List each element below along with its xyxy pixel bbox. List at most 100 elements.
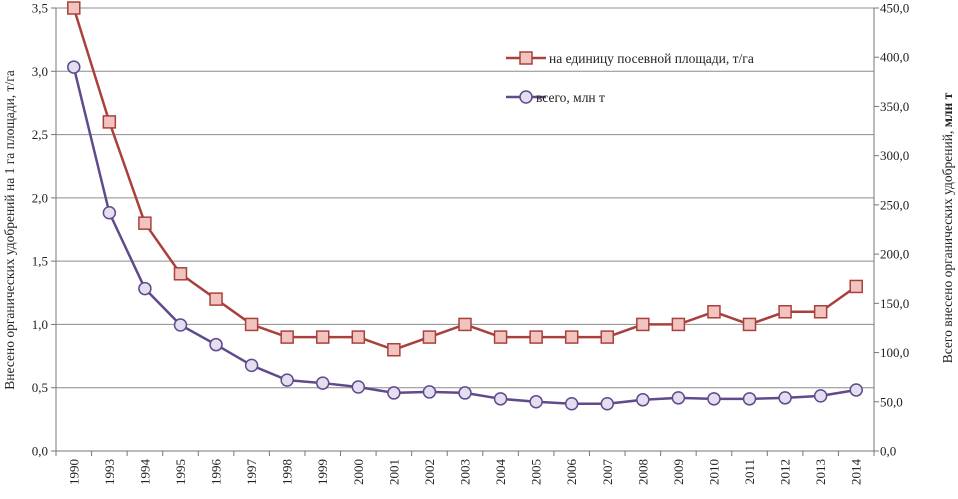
left-tick-label: 3,5 [32, 1, 48, 16]
left-tick-label: 0,0 [32, 444, 48, 459]
x-axis-ticks: 1990 1993 1994 1995 1996 1997 1998 1999 2000 2001… [55, 451, 875, 486]
x-tick-label: 1997 [244, 459, 259, 486]
data-point-circle [564, 396, 579, 411]
legend-marker-circle [519, 90, 533, 104]
right-axis-title-prefix: Всего внесено органических удобрений, [940, 127, 955, 363]
left-tick-label: 1,0 [32, 317, 48, 332]
x-tick-label: 2011 [742, 459, 757, 485]
data-point-circle [849, 383, 863, 397]
data-point-square [422, 330, 437, 344]
data-point-circle [102, 206, 117, 220]
data-point-circle [244, 358, 259, 373]
data-point-circle [280, 373, 294, 387]
data-point-square [67, 1, 81, 15]
data-point-square [529, 330, 543, 344]
data-point-square [138, 216, 152, 230]
left-axis-ticks: 0,0 0,5 1,0 1,5 2,0 2,5 3,0 3,5 [32, 1, 56, 459]
legend: на единицу посевной площади, т/га всего,… [506, 51, 754, 105]
right-tick-label: 300,0 [880, 148, 909, 163]
data-point-square [351, 330, 366, 344]
data-point-square [671, 317, 686, 332]
data-point-square [849, 279, 863, 294]
data-point-square [636, 317, 650, 332]
x-tick-label: 2012 [778, 459, 793, 485]
left-tick-label: 2,5 [32, 127, 48, 142]
data-point-circle [600, 396, 615, 411]
data-point-square [493, 330, 508, 344]
x-tick-label: 2014 [849, 459, 864, 486]
right-axis-title: Всего внесено органических удобрений, мл… [940, 92, 955, 363]
left-tick-label: 3,0 [32, 64, 48, 79]
legend-label-per-hectare: на единицу посевной площади, т/га [549, 51, 754, 66]
x-tick-label: 2006 [564, 459, 579, 486]
axes [55, 8, 875, 452]
data-point-square [244, 317, 259, 332]
right-axis-title-unit: млн т [940, 92, 955, 127]
x-tick-label: 1996 [209, 459, 224, 486]
data-point-square [600, 330, 615, 344]
legend-marker-square [519, 51, 533, 65]
legend-item-total: всего, млн т [506, 90, 605, 105]
right-tick-label: 400,0 [880, 50, 909, 65]
x-tick-label: 2005 [529, 459, 544, 485]
x-tick-label: 1998 [280, 459, 295, 485]
data-point-square [173, 267, 188, 281]
right-tick-label: 450,0 [880, 1, 909, 16]
data-point-square [778, 305, 792, 319]
right-tick-label: 350,0 [880, 99, 909, 114]
series [67, 1, 863, 411]
data-point-circle [813, 389, 828, 403]
x-tick-label: 2007 [600, 459, 615, 486]
left-tick-label: 1,5 [32, 254, 48, 269]
x-tick-label: 2013 [813, 459, 828, 485]
x-tick-label: 1999 [315, 459, 330, 485]
data-point-circle [387, 386, 401, 400]
left-tick-label: 0,5 [32, 380, 48, 395]
right-tick-label: 200,0 [880, 247, 909, 262]
right-tick-label: 0,0 [880, 444, 896, 459]
data-point-circle [315, 376, 330, 390]
data-point-square [209, 292, 223, 306]
x-tick-label: 2002 [422, 459, 437, 485]
x-tick-label: 2001 [386, 459, 401, 485]
x-tick-label: 2000 [351, 459, 366, 485]
right-tick-label: 50,0 [880, 394, 903, 409]
data-point-circle [173, 318, 188, 332]
x-tick-label: 1995 [173, 459, 188, 485]
data-point-circle [636, 393, 650, 407]
x-tick-label: 2003 [458, 459, 473, 485]
x-tick-label: 2004 [493, 459, 508, 486]
data-point-circle [209, 337, 223, 352]
data-point-circle [67, 60, 81, 74]
gridlines [56, 7, 874, 389]
x-tick-label: 1994 [137, 459, 152, 486]
data-point-circle [351, 380, 366, 394]
right-tick-label: 100,0 [880, 345, 909, 360]
data-point-circle [742, 392, 757, 406]
legend-label-total: всего, млн т [536, 90, 605, 105]
legend-item-per-hectare: на единицу посевной площади, т/га [506, 51, 754, 66]
x-tick-label: 2008 [635, 459, 650, 485]
data-point-square [102, 115, 117, 129]
data-point-circle [422, 385, 437, 399]
data-point-circle [671, 391, 686, 405]
right-axis-ticks: 0,0 50,0 100,0 150,0 200,0 250,0 300,0 350,0 400… [874, 1, 909, 459]
data-point-circle [529, 395, 543, 409]
left-tick-label: 2,0 [32, 190, 48, 205]
left-axis-title: Внесено органических удобрений на 1 га п… [2, 70, 17, 389]
data-point-square [742, 317, 757, 332]
right-tick-label: 250,0 [880, 197, 909, 212]
data-point-circle [138, 281, 152, 296]
data-point-square [280, 330, 294, 344]
data-point-circle [493, 392, 508, 406]
x-tick-label: 1990 [66, 459, 81, 485]
data-point-square [564, 330, 579, 344]
data-point-circle [778, 391, 792, 405]
x-tick-label: 2009 [671, 459, 686, 485]
data-point-square [707, 305, 721, 319]
series-1 [67, 1, 863, 357]
data-point-square [315, 330, 330, 344]
series-line-2 [72, 66, 857, 405]
data-point-square [387, 342, 401, 357]
